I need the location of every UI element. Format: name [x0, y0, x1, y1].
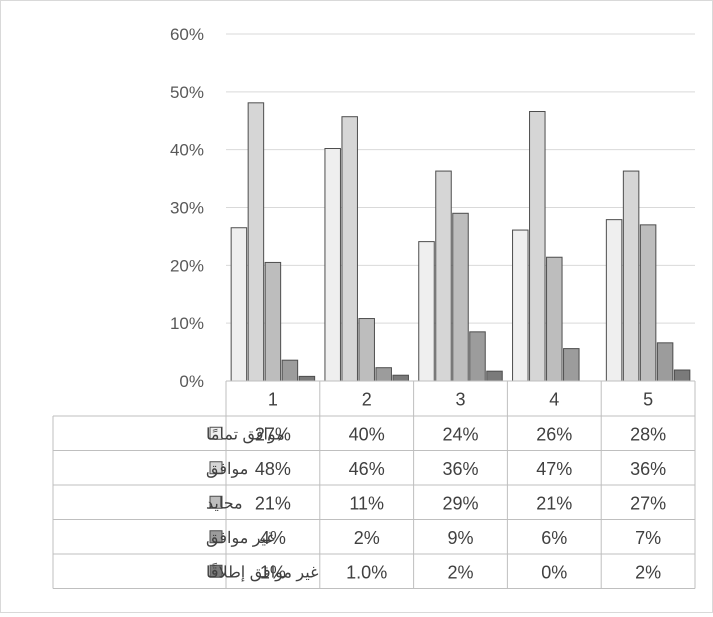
bar: [605, 219, 623, 382]
bar: [341, 116, 358, 382]
table-cell-value: 0%: [541, 562, 567, 582]
bar: [469, 331, 486, 382]
bar: [563, 348, 580, 382]
bars: [230, 102, 691, 382]
table-cell-value: 2%: [447, 562, 473, 582]
table-cell-value: 36%: [442, 459, 478, 479]
bar: [656, 342, 674, 382]
y-tick-label: 20%: [170, 256, 204, 275]
table-cell-value: 1%: [260, 562, 286, 582]
table-cell-value: 11%: [349, 493, 384, 513]
legend-key: [209, 564, 223, 578]
legend-key: [209, 495, 223, 509]
legend-key: [209, 530, 223, 544]
bar: [546, 256, 563, 382]
bar: [247, 102, 265, 382]
legend-key: [209, 426, 223, 440]
bar: [264, 261, 282, 382]
bar: [673, 369, 691, 382]
table-cell-value: 21%: [255, 493, 291, 513]
table-cell-value: 21%: [536, 493, 572, 513]
legend-label: محايد: [206, 495, 243, 512]
table-cell-value: 27%: [630, 493, 666, 513]
table-cell-value: 2%: [635, 562, 661, 582]
bar: [392, 374, 409, 382]
table-cell-value: 7%: [635, 528, 661, 548]
bar: [230, 227, 248, 382]
y-tick-label: 40%: [170, 141, 204, 160]
table-cell-value: 26%: [536, 424, 572, 444]
y-tick-label: 0%: [179, 372, 204, 391]
table-cell-value: 9%: [447, 528, 473, 548]
bar: [298, 375, 316, 382]
x-tick-label: 3: [455, 390, 465, 410]
legend-label: غير موافق إطلاقًا: [206, 562, 318, 581]
table-cell-value: 28%: [630, 424, 666, 444]
y-tick-label: 30%: [170, 199, 204, 218]
legend-label: غير موافق: [206, 530, 275, 547]
table-cell-value: 4%: [260, 528, 286, 548]
bar: [452, 212, 469, 382]
table-cell-value: 27%: [255, 424, 291, 444]
bar: [418, 241, 435, 382]
bar: [622, 170, 640, 382]
table-cell-value: 2%: [354, 528, 380, 548]
legend-key: [209, 461, 223, 475]
bar: [375, 367, 392, 382]
x-tick-label: 2: [362, 390, 372, 410]
y-tick-label: 60%: [170, 25, 204, 44]
table-cell-value: 36%: [630, 459, 666, 479]
table-cell-value: 46%: [349, 459, 385, 479]
table-cell-value: 40%: [349, 424, 385, 444]
y-tick-label: 50%: [170, 83, 204, 102]
bar: [639, 224, 657, 382]
x-tick-label: 1: [268, 390, 278, 410]
table-cell-value: 24%: [442, 424, 478, 444]
bar: [324, 148, 341, 382]
y-tick-label: 10%: [170, 314, 204, 333]
table-cell-value: 6%: [541, 528, 567, 548]
legend-label: موافق: [206, 461, 248, 478]
bar: [435, 170, 452, 382]
table-cell-value: 47%: [536, 459, 572, 479]
bar: [512, 229, 529, 382]
bar: [358, 318, 375, 382]
x-tick-label: 5: [643, 390, 653, 410]
bar: [529, 110, 546, 382]
table-cell-value: 1.0%: [346, 562, 387, 582]
bar: [281, 359, 299, 382]
x-tick-label: 4: [549, 390, 559, 410]
table-cell-value: 48%: [255, 459, 291, 479]
bar: [486, 370, 503, 382]
y-axis: 0% 10% 20% 30% 40% 50% 60%: [170, 25, 204, 391]
legend-label: موافق تمامًا: [206, 426, 285, 443]
table-cell-value: 29%: [442, 493, 478, 513]
